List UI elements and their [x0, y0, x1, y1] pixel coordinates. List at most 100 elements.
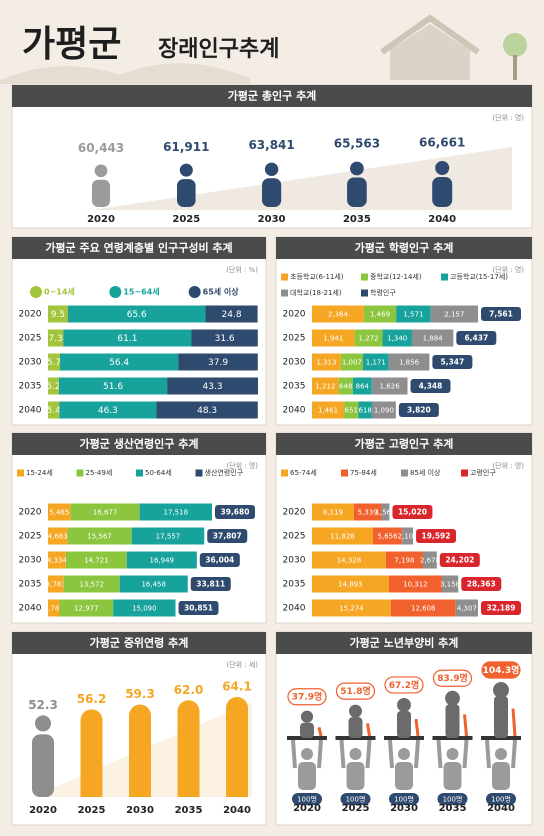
value-label: 51.8명: [340, 685, 371, 697]
pillar-body: [226, 708, 248, 797]
unit-label: (단위 : 명): [492, 461, 524, 470]
bar-segment: [63, 329, 192, 347]
pillar: [32, 715, 54, 797]
total-box: [410, 379, 451, 393]
bar-segment: [113, 599, 176, 617]
legend-label: 75-84세: [350, 468, 377, 477]
bar-segment: [344, 401, 359, 419]
bar-segment: [67, 305, 206, 323]
total-box: [190, 577, 231, 591]
total-label: 5,347: [441, 358, 465, 367]
segment-label: 1,562: [375, 509, 395, 517]
value-label: 63,841: [248, 138, 294, 152]
legend-swatch: [76, 469, 84, 477]
y-tick-label: 2025: [19, 334, 42, 344]
bar-segment: [390, 599, 456, 617]
elder-head: [445, 690, 460, 706]
bar-segment: [70, 503, 140, 521]
x-tick-label: 2030: [126, 805, 154, 816]
segment-label: 37.9: [208, 358, 228, 368]
bar-segment: [358, 401, 372, 419]
total-label: 28,363: [467, 580, 496, 589]
bar-segment: [48, 377, 59, 395]
person-body: [262, 178, 282, 207]
bar-segment: [340, 353, 363, 371]
page-title: 가평군: [22, 24, 121, 65]
elder-body: [494, 696, 508, 738]
elder-body: [300, 722, 314, 738]
segment-label: 16,677: [93, 509, 118, 517]
legend-swatch: [195, 469, 203, 477]
segment-label: 1,884: [423, 335, 444, 343]
segment-label: 5.2: [46, 382, 60, 392]
person-icon: [91, 164, 111, 207]
base-badge: [340, 793, 371, 805]
legend-label: 15~64세: [123, 287, 159, 297]
segment-label: 2,364: [328, 311, 349, 319]
y-tick-label: 2020: [283, 508, 306, 518]
pillar-body: [177, 711, 200, 797]
segment-label: 16,949: [150, 557, 175, 565]
y-tick-label: 2035: [19, 580, 42, 590]
elder-head: [397, 698, 411, 712]
elder-body: [348, 717, 363, 738]
tree-trunk: [513, 55, 517, 80]
bar-segment: [441, 575, 459, 593]
value-label: 104.3명: [483, 664, 520, 676]
total-label: 4,348: [419, 382, 443, 391]
segment-label: 12,977: [74, 605, 99, 613]
bar-segment: [205, 305, 258, 323]
pillar-body: [129, 715, 151, 797]
person-body: [91, 179, 111, 207]
bar-segment: [67, 527, 132, 545]
x-tick-label: 2025: [78, 805, 106, 816]
trend-wedge: [92, 147, 512, 210]
bar-segment: [48, 401, 60, 419]
segment-label: 651: [345, 407, 358, 415]
legend-label: 학령인구: [370, 288, 396, 297]
cane: [317, 726, 323, 737]
legend-swatch: [136, 469, 143, 477]
value-bubble: [481, 661, 521, 679]
bar-segment: [48, 353, 60, 371]
tree: [503, 33, 527, 57]
total-label: 3,820: [407, 406, 431, 415]
bar-segment: [312, 401, 345, 419]
support-body: [492, 762, 510, 790]
segment-label: 65.6: [127, 310, 147, 320]
bar-segment: [402, 527, 414, 545]
person-icon: [177, 163, 196, 207]
cane: [511, 708, 517, 737]
segment-label: 17,518: [164, 509, 189, 517]
support-head: [446, 748, 459, 760]
support-arms: [436, 739, 469, 769]
bar-segment: [48, 575, 64, 593]
legend-swatch: [281, 469, 288, 477]
x-tick-label: 2035: [439, 803, 467, 814]
y-tick-label: 2020: [19, 508, 42, 518]
bar-segment: [156, 401, 258, 419]
y-tick-label: 2030: [19, 556, 42, 566]
segment-label: 1,571: [403, 311, 423, 319]
y-tick-label: 2035: [283, 382, 306, 392]
elder-body: [445, 704, 460, 738]
segment-label: 864: [356, 383, 370, 391]
total-box: [215, 505, 255, 519]
bar-segment: [59, 401, 157, 419]
panel-title: 가평군 총인구 추계: [228, 89, 317, 103]
panel-header: [276, 433, 532, 455]
total-label: 33,811: [196, 580, 225, 589]
total-box: [392, 505, 433, 519]
x-tick-label: 2020: [87, 214, 115, 225]
total-label: 32,189: [487, 604, 516, 613]
base-badge: [389, 793, 419, 805]
segment-label: 51.6: [103, 382, 123, 392]
panel-title: 가평군 노년부양비 추계: [350, 636, 459, 650]
segment-label: 15,274: [339, 605, 364, 613]
bar-segment: [59, 599, 114, 617]
y-tick-label: 2020: [19, 310, 42, 320]
bar-segment: [354, 329, 383, 347]
x-tick-label: 2030: [390, 803, 418, 814]
bar-segment: [423, 551, 437, 569]
base-badge: [437, 793, 468, 805]
